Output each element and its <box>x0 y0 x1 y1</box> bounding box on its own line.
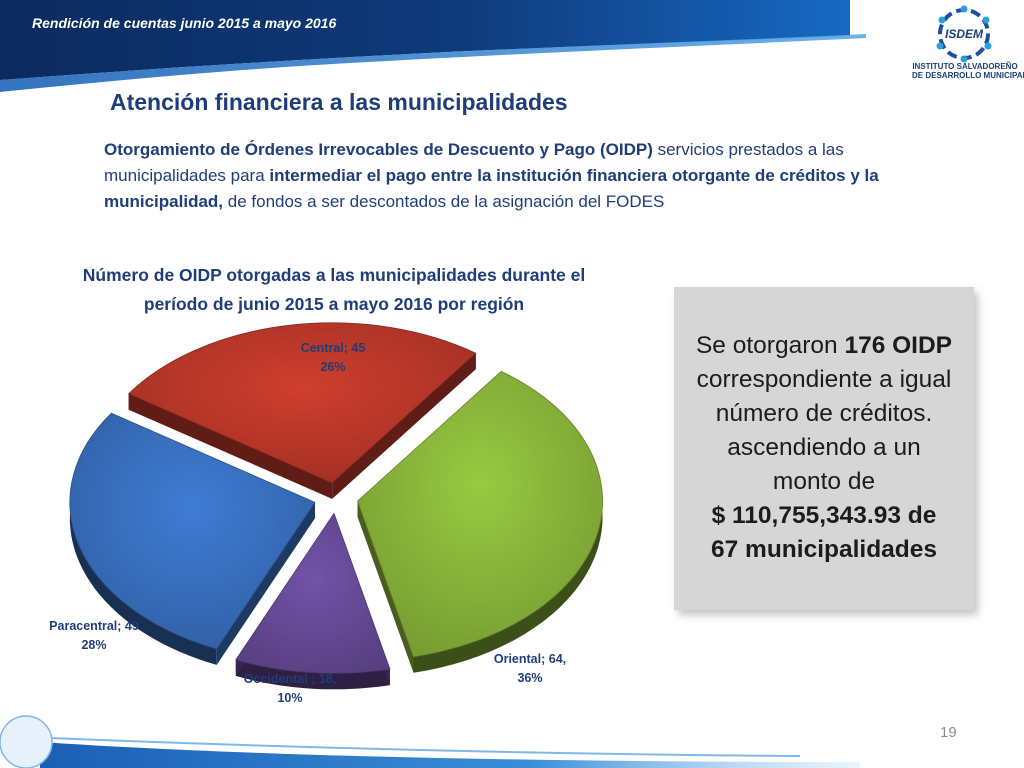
slice-label-central-value: Central; 45 <box>300 341 366 355</box>
info-box: Se otorgaron 176 OIDP correspondiente a … <box>674 287 974 610</box>
intro-bold-1: Otorgamiento de Órdenes Irrevocables de … <box>104 140 653 159</box>
pie-wall-oriental-a1 <box>357 501 414 673</box>
slice-label-oriental-percent: 36% <box>517 671 543 685</box>
pie-slice-oriental <box>357 370 603 658</box>
slice-label-central-percent: 26% <box>320 360 346 374</box>
pie-wall-paracentral-a0 <box>216 502 315 665</box>
page-title: Atención financiera a las municipalidade… <box>110 89 568 115</box>
intro-text-4: de fondos a ser descontados de la asigna… <box>223 192 665 211</box>
info-line-4: ascendiendo a un <box>727 434 921 461</box>
pie-slice-central <box>127 322 477 484</box>
logo-caption: INSTITUTO SALVADOREÑO DE DESARROLLO MUNI… <box>912 62 1024 80</box>
chart-title: Número de OIDP otorgadas a las municipal… <box>34 261 634 319</box>
intro-text-2: servicios prestados a las municipalidade… <box>104 140 844 185</box>
intro-paragraph: Otorgamiento de Órdenes Irrevocables de … <box>104 137 934 215</box>
info-line-1: Se otorgaron 176 OIDP <box>674 329 974 363</box>
pie-wall-central-a0 <box>128 393 333 499</box>
page-number: 19 <box>940 724 957 741</box>
logo-abbr: ISDEM <box>945 27 984 41</box>
chart-title-line-2: período de junio 2015 a mayo 2016 por re… <box>143 294 525 314</box>
slice-label-occidental: Occidental ; 18, 10% <box>230 670 350 708</box>
slice-label-central: Central; 45 26% <box>288 339 378 377</box>
info-line-3: número de créditos. <box>715 400 933 427</box>
chart-title-line-1: Número de OIDP otorgadas a las municipal… <box>82 265 586 285</box>
info-line-2: correspondiente a igual <box>696 366 952 393</box>
header-banner <box>0 0 866 92</box>
slice-label-occidental-value: Occidental ; 18, <box>243 672 337 686</box>
pie-wall-central-a1 <box>332 353 476 499</box>
pie-slice-paracentral <box>69 412 316 650</box>
info-line-1-text: Se otorgaron <box>695 332 845 359</box>
pie-side-oriental <box>413 371 603 673</box>
slice-label-paracentral-value: Paracentral; 49 <box>49 619 139 633</box>
logo-line-1: INSTITUTO SALVADOREÑO <box>912 62 1018 71</box>
slice-label-paracentral: Paracentral; 49 28% <box>36 617 152 655</box>
pie-side-occidental <box>235 659 390 690</box>
isdem-logo-icon: ISDEM <box>936 5 992 63</box>
info-line-6: $ 110,755,343.93 de <box>711 502 937 529</box>
slice-label-oriental-value: Oriental; 64, <box>493 652 567 666</box>
slice-label-paracentral-percent: 28% <box>81 638 107 652</box>
footer-swoosh <box>0 715 860 768</box>
pie-chart <box>69 322 603 690</box>
header-title: Rendición de cuentas junio 2015 a mayo 2… <box>32 15 337 31</box>
logo-line-2: DE DESARROLLO MUNICIPAL <box>912 71 1024 80</box>
info-line-7: 67 municipalidades <box>710 536 938 563</box>
pie-side-paracentral <box>69 413 217 665</box>
slice-label-oriental: Oriental; 64, 36% <box>478 650 582 688</box>
slice-label-occidental-percent: 10% <box>277 691 303 705</box>
info-line-1-bold: 176 OIDP <box>844 332 953 359</box>
pie-slice-occidental <box>235 512 391 674</box>
info-line-5: monto de <box>772 468 876 495</box>
intro-bold-3: intermediar el pago entre la institución… <box>104 166 879 211</box>
